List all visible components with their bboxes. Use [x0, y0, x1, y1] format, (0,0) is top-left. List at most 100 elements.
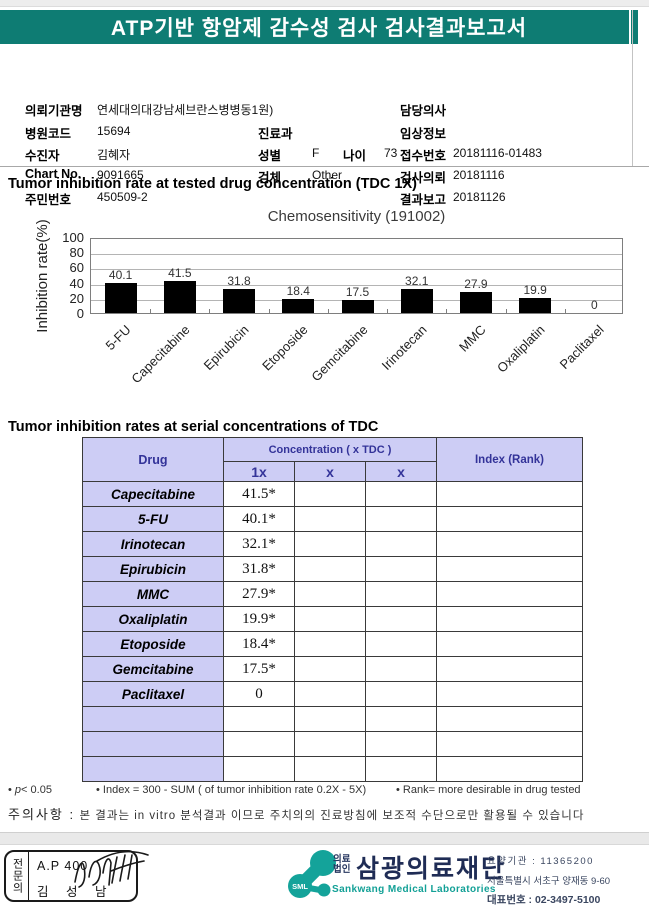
stamp-doctor-name: 김 성 남 [37, 885, 114, 899]
value-1x-cell: 18.4* [223, 631, 295, 657]
axis-minor-tick [268, 309, 270, 313]
table-row: Oxaliplatin 19.9* [82, 606, 583, 632]
value-x3-cell [365, 631, 437, 657]
age-value: 73 [384, 146, 398, 160]
request-date-value: 20181116 [453, 168, 505, 182]
value-x2-cell [294, 706, 366, 732]
index-rank-cell [436, 706, 583, 732]
value-1x-cell: 31.8* [223, 556, 295, 582]
table-row: Epirubicin 31.8* [82, 556, 583, 582]
chart-area: Chemosensitivity (191002) Inhibition rat… [0, 200, 649, 410]
axis-minor-tick [387, 309, 389, 313]
drug-name-cell: Oxaliplatin [82, 606, 224, 632]
x-category-label: Irinotecan [378, 322, 430, 373]
footnote-index: • Index = 300 - SUM ( of tumor inhibitio… [96, 784, 367, 796]
value-x3-cell [365, 731, 437, 757]
gridline [91, 254, 622, 256]
drug-name-cell: Gemcitabine [82, 656, 224, 682]
index-rank-cell [436, 731, 583, 757]
sml-logo: SML [288, 850, 336, 898]
bar-value-label: 17.5 [345, 284, 370, 299]
value-x2-cell [294, 756, 366, 782]
signature [74, 850, 149, 888]
value-x3-cell [365, 606, 437, 632]
value-x2-cell [294, 631, 366, 657]
col-header-x2: x [294, 461, 366, 482]
value-1x-cell: 17.5* [223, 656, 295, 682]
report-title: ATP기반 항암제 감수성 검사 검사결과보고서 [0, 10, 638, 44]
section2-title: Tumor inhibition rates at serial concent… [8, 419, 379, 435]
chart-no-value: 9091665 [97, 168, 144, 182]
table-row: Irinotecan 32.1* [82, 531, 583, 557]
value-x3-cell [365, 581, 437, 607]
value-1x-cell: 40.1* [223, 506, 295, 532]
report-date-label: 결과보고 [400, 193, 447, 207]
age-label: 나이 [343, 149, 367, 163]
axis-minor-tick [209, 309, 211, 313]
table-row: MMC 27.9* [82, 581, 583, 607]
org-name: 삼광의료재단 [356, 855, 507, 883]
drug-table-body: Capecitabine 41.5* 5-FU 40.1* Irinotecan 32.1… [82, 481, 583, 782]
index-rank-cell [436, 681, 583, 707]
receipt-no-label: 접수번호 [400, 149, 447, 163]
value-1x-cell [223, 706, 295, 732]
gridline [91, 269, 622, 271]
index-rank-cell [436, 631, 583, 657]
sml-logo-text: SML [292, 882, 308, 891]
specialist-stamp-box: 전문의 A.P 400 김 성 남 [4, 850, 138, 902]
hospital-code-label: 병원코드 [25, 127, 72, 141]
y-tick-label: 60 [69, 260, 84, 276]
y-tick-label: 0 [76, 306, 84, 321]
phone-number: 대표번호 : 02-3497-5100 [487, 894, 601, 906]
x-category-label: Epirubicin [200, 322, 252, 373]
bar-Capecitabine [163, 281, 196, 313]
specimen-value: Other [312, 168, 343, 182]
value-x2-cell [294, 731, 366, 757]
value-x2-cell [294, 481, 366, 507]
value-1x-cell: 32.1* [223, 531, 295, 557]
bar-Epirubicin [223, 288, 256, 313]
chart-title: Chemosensitivity (191002) [267, 208, 446, 225]
drug-name-cell: 5-FU [82, 506, 224, 532]
y-tick-label: 20 [69, 290, 84, 306]
bar-value-label: 41.5 [168, 266, 192, 281]
value-x3-cell [365, 756, 437, 782]
bar-Gemcitabine [341, 299, 374, 313]
value-x3-cell [365, 681, 437, 707]
sex-label: 성별 [258, 149, 282, 163]
y-tick-label: 80 [69, 245, 84, 261]
value-1x-cell [223, 731, 295, 757]
bar-Irinotecan [400, 288, 433, 313]
table-row [82, 756, 583, 782]
value-x2-cell [294, 581, 366, 607]
bar-value-label: 31.8 [227, 273, 251, 288]
stamp-role-vertical: 전문의 [6, 852, 29, 900]
table-row: Capecitabine 41.5* [82, 481, 583, 507]
value-x2-cell [294, 556, 366, 582]
section-divider [0, 166, 649, 167]
index-rank-cell [436, 756, 583, 782]
index-rank-cell [436, 581, 583, 607]
p-threshold: < 0.05 [21, 784, 52, 796]
index-rank-cell [436, 606, 583, 632]
scan-edge-line [632, 10, 633, 166]
bar-value-label: 0 [591, 298, 598, 312]
drug-name-cell: Capecitabine [82, 481, 224, 507]
x-category-label: Gemcitabine [307, 322, 371, 385]
registration-number: 요양기관 : 11365200 [487, 856, 594, 867]
x-category-label: Capecitabine [128, 322, 193, 387]
rank-note: Rank= more desirable in drug tested [402, 784, 581, 796]
patient-label: 수진자 [25, 149, 60, 163]
col-header-1x: 1x [223, 461, 295, 482]
value-1x-cell [223, 756, 295, 782]
bar-value-label: 27.9 [464, 276, 488, 291]
table-row: Etoposide 18.4* [82, 631, 583, 657]
patient-info-section: 의뢰기관명 연세대의대강남세브란스병병동1원) 병원코드 15694 수진자 김… [0, 44, 649, 207]
drug-name-cell: Irinotecan [82, 531, 224, 557]
bar-Etoposide [282, 299, 315, 313]
axis-minor-tick [150, 309, 152, 313]
col-header-drug: Drug [82, 437, 224, 482]
axis-minor-tick [505, 309, 507, 313]
scan-artifact-line [629, 10, 631, 44]
request-date-label: 검사의뢰 [400, 171, 447, 185]
